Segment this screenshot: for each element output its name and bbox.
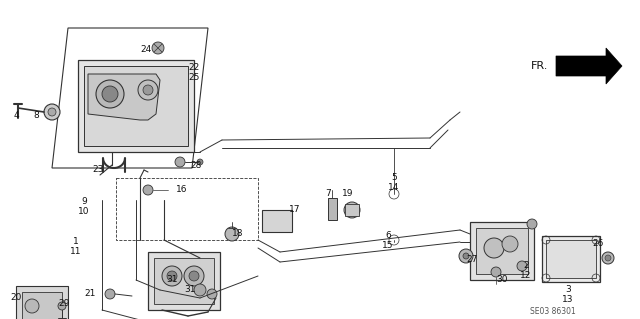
Circle shape	[48, 108, 56, 116]
Bar	[345, 204, 359, 216]
Bar	[116, 178, 258, 240]
Text: 4: 4	[13, 112, 19, 121]
Circle shape	[44, 104, 60, 120]
Circle shape	[194, 284, 206, 296]
Text: 6: 6	[385, 232, 391, 241]
Bar	[470, 222, 534, 280]
Bar	[16, 286, 68, 319]
Text: 13: 13	[563, 295, 573, 305]
Text: 17: 17	[289, 205, 301, 214]
Text: 2: 2	[523, 262, 529, 271]
Circle shape	[184, 266, 204, 286]
Circle shape	[143, 85, 153, 95]
Text: 24: 24	[140, 46, 152, 55]
Circle shape	[138, 80, 158, 100]
Text: 12: 12	[520, 271, 532, 280]
Text: 20: 20	[10, 293, 22, 302]
Circle shape	[207, 289, 217, 299]
Circle shape	[189, 271, 199, 281]
Circle shape	[162, 266, 182, 286]
Circle shape	[527, 219, 537, 229]
Bar	[154, 258, 214, 304]
Text: 19: 19	[342, 189, 354, 197]
Circle shape	[463, 253, 469, 259]
Text: 3: 3	[565, 286, 571, 294]
Text: 5: 5	[391, 174, 397, 182]
Text: 25: 25	[188, 73, 200, 83]
Text: 14: 14	[388, 183, 400, 192]
Text: 7: 7	[325, 189, 331, 197]
Text: 26: 26	[592, 240, 604, 249]
Circle shape	[225, 227, 239, 241]
Bar	[546, 240, 596, 278]
Text: FR.: FR.	[531, 61, 548, 71]
Circle shape	[58, 302, 66, 310]
Circle shape	[502, 236, 518, 252]
Text: 9: 9	[81, 197, 87, 206]
Circle shape	[484, 238, 504, 258]
Bar	[84, 66, 188, 146]
Circle shape	[344, 202, 360, 218]
Text: 29: 29	[58, 300, 70, 308]
Text: 15: 15	[382, 241, 394, 250]
Text: 18: 18	[232, 229, 244, 239]
Circle shape	[602, 252, 614, 264]
Text: 1: 1	[73, 238, 79, 247]
Polygon shape	[88, 74, 160, 120]
Circle shape	[152, 42, 164, 54]
Circle shape	[517, 261, 527, 271]
Circle shape	[605, 255, 611, 261]
Circle shape	[143, 185, 153, 195]
Circle shape	[348, 206, 356, 214]
Bar	[328, 198, 337, 220]
Polygon shape	[556, 48, 622, 84]
Text: 30: 30	[496, 276, 508, 285]
Bar	[22, 292, 62, 319]
Circle shape	[491, 267, 501, 277]
Text: 21: 21	[84, 288, 96, 298]
Circle shape	[96, 80, 124, 108]
Circle shape	[167, 271, 177, 281]
Circle shape	[197, 159, 203, 165]
Text: 8: 8	[33, 112, 39, 121]
Bar	[262, 210, 292, 232]
Text: 11: 11	[70, 248, 82, 256]
Text: 31: 31	[184, 285, 196, 293]
Circle shape	[105, 289, 115, 299]
Circle shape	[175, 157, 185, 167]
Text: 27: 27	[467, 256, 477, 264]
Text: 10: 10	[78, 207, 90, 217]
Text: 23: 23	[92, 166, 104, 174]
Bar	[542, 236, 600, 282]
Bar	[476, 228, 528, 274]
Text: 22: 22	[188, 63, 200, 72]
Bar	[78, 60, 194, 152]
Text: 28: 28	[190, 161, 202, 170]
Circle shape	[25, 299, 39, 313]
Bar	[148, 252, 220, 310]
Circle shape	[102, 86, 118, 102]
Text: SE03 86301: SE03 86301	[530, 307, 576, 315]
Circle shape	[459, 249, 473, 263]
Text: 16: 16	[176, 184, 188, 194]
Text: 31: 31	[166, 275, 178, 284]
